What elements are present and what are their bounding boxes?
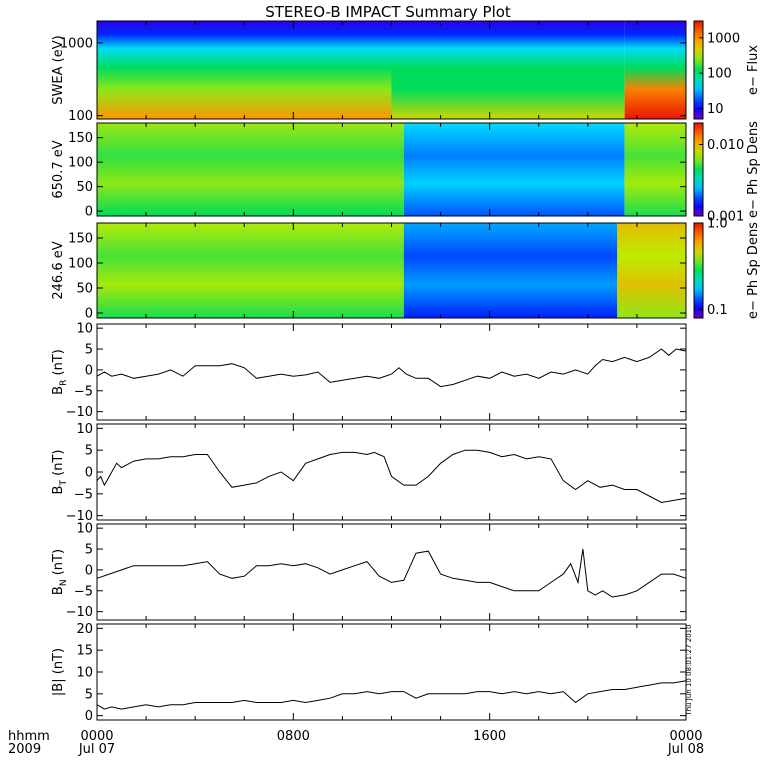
- time-tick-label: 0800: [277, 729, 310, 744]
- pad650-heat-block: [624, 123, 686, 216]
- panel-bmag: 0 5 10 15 20 |B| (nT): [51, 622, 687, 724]
- bmag-ylabel: |B| (nT): [51, 648, 66, 696]
- panel-br: −10 −5 0 5 10 BR (nT): [51, 322, 687, 421]
- pad650-heat-block: [403, 123, 625, 216]
- br-ytick-label: 0: [85, 363, 93, 378]
- timestamp-label: Thu Jun 10 08:01:27 2010: [685, 624, 693, 716]
- pad650-heat-block: [97, 123, 404, 216]
- bt-ytick-label: −5: [74, 487, 93, 502]
- bn-ylabel: BN (nT): [51, 549, 69, 595]
- bt-ytick-label: 0: [85, 466, 93, 481]
- bt-ylabel: BT (nT): [51, 450, 69, 495]
- pad246-ytick-label: 150: [68, 232, 93, 247]
- bmag-ytick-label: 15: [76, 644, 93, 659]
- bt-ytick-label: 10: [76, 422, 93, 437]
- bmag-frame: [96, 623, 687, 721]
- pad246-colorbar-tick-label: 1.0: [707, 217, 728, 232]
- bn-ytick-label: −10: [66, 605, 93, 620]
- swea-heat-block: [624, 21, 686, 119]
- bt-ytick-label: 5: [85, 444, 93, 459]
- swea-heat-block: [97, 21, 392, 119]
- pad650-colorbar: [693, 122, 704, 217]
- pad650-ytick-label: 0: [85, 205, 93, 220]
- pad246-heat-block: [403, 223, 618, 318]
- bn-ytick-label: 10: [76, 522, 93, 537]
- panel-bn: −10 −5 0 5 10 BN (nT): [51, 522, 687, 621]
- swea-ytick-label: 100: [68, 109, 93, 124]
- year-row-label: 2009: [8, 742, 41, 757]
- bn-series-line: [96, 548, 687, 598]
- time-tick-label: 0000: [80, 729, 113, 744]
- bn-ytick-label: −5: [74, 584, 93, 599]
- br-ytick-label: 5: [85, 343, 93, 358]
- swea-colorbar-tick-label: 1000: [707, 31, 740, 46]
- bmag-ytick-label: 10: [76, 666, 93, 681]
- bn-ytick-label: 0: [85, 563, 93, 578]
- swea-colorbar-tick-label: 100: [707, 67, 732, 82]
- pad650-ytick-label: 50: [76, 180, 93, 195]
- pad650-colorbar-tick-label: 0.010: [707, 138, 744, 153]
- br-ytick-label: −10: [66, 405, 93, 420]
- pad650-colorbar-tick-label: 0.001: [707, 210, 744, 225]
- panel-bt: −10 −5 0 5 10 BT (nT): [51, 422, 687, 524]
- swea-colorbar-tick-label: 10: [707, 102, 724, 117]
- bmag-ytick-label: 0: [85, 709, 93, 724]
- bt-frame: [96, 423, 687, 521]
- pad650-colorbar-label: e− Ph Sp Dens: [746, 121, 761, 218]
- pad246-colorbar-tick-label: 0.1: [707, 303, 728, 318]
- br-frame: [96, 323, 687, 421]
- pad246-heat-block: [617, 223, 686, 318]
- br-ylabel: BR (nT): [51, 349, 69, 395]
- swea-colorbar-label: e− Flux: [746, 45, 761, 95]
- bmag-ytick-label: 5: [85, 687, 93, 702]
- date-tick-label: Jul 07: [78, 742, 115, 757]
- bt-series-line: [96, 449, 687, 504]
- pad246-ytick-label: 100: [68, 257, 93, 272]
- pad650-ylabel: 650.7 eV: [51, 140, 66, 198]
- br-ytick-label: 10: [76, 322, 93, 337]
- pad650-ytick-label: 100: [68, 156, 93, 171]
- chart-title: STEREO-B IMPACT Summary Plot: [265, 3, 511, 21]
- swea-colorbar: [693, 20, 704, 120]
- pad246-colorbar: [693, 222, 704, 319]
- pad246-colorbar-label: e− Ph Sp Dens: [746, 222, 761, 319]
- swea-ytick-label: 1000: [60, 36, 93, 51]
- bmag-ytick-label: 20: [76, 622, 93, 637]
- pad246-ylabel: 246.6 eV: [51, 241, 66, 299]
- pad246-ytick-label: 0: [85, 307, 93, 322]
- date-tick-label: Jul 08: [667, 742, 704, 757]
- time-tick-label: 1600: [473, 729, 506, 744]
- time-row-label: hhmm: [8, 729, 50, 744]
- pad650-ytick-label: 150: [68, 131, 93, 146]
- br-series-line: [96, 348, 687, 388]
- pad246-ytick-label: 50: [76, 282, 93, 297]
- bmag-series-line: [96, 680, 687, 710]
- swea-ylabel: SWEA (eV): [51, 35, 66, 104]
- pad246-heat-block: [97, 223, 404, 318]
- br-ytick-label: −5: [74, 384, 93, 399]
- bt-ytick-label: −10: [66, 509, 93, 524]
- bn-frame: [96, 523, 687, 621]
- bn-ytick-label: 5: [85, 543, 93, 558]
- time-tick-label: 0000: [669, 729, 702, 744]
- swea-heat-block: [391, 21, 625, 119]
